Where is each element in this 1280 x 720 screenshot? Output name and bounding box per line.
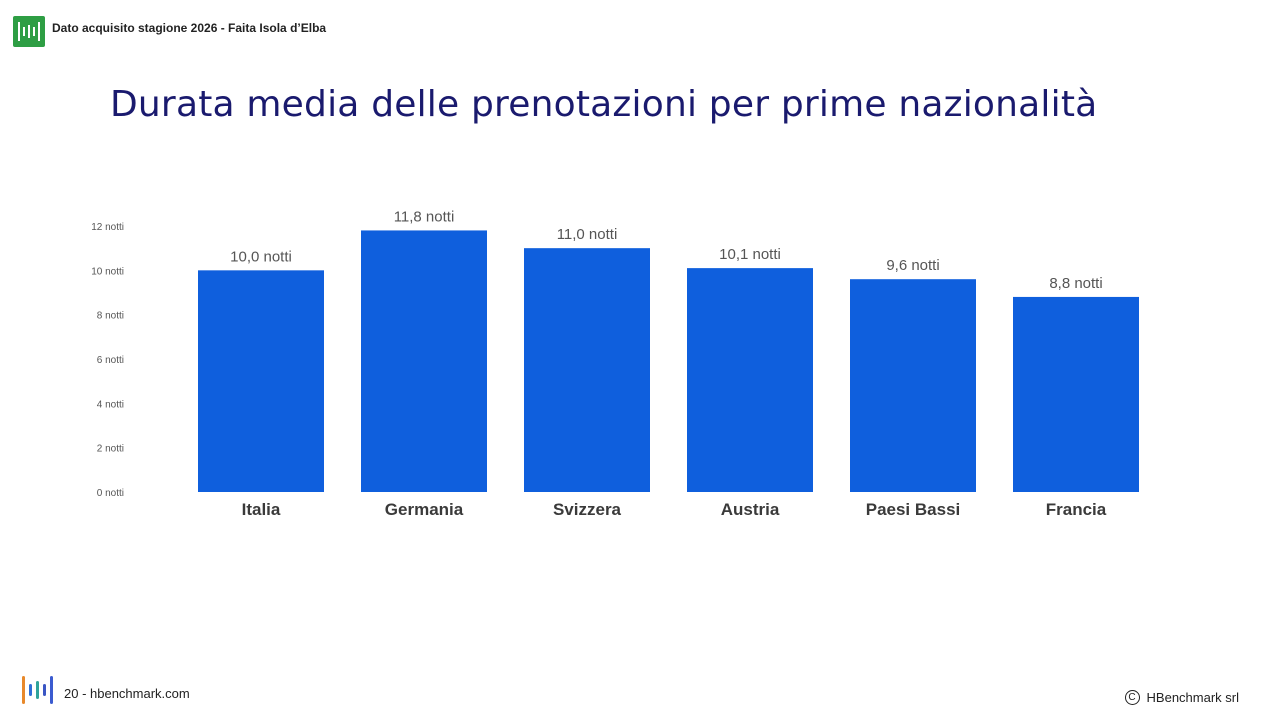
- data-label: 8,8 notti: [1049, 275, 1102, 292]
- bar: [687, 268, 813, 492]
- y-tick-label: 0 notti: [97, 488, 124, 499]
- x-category-label: Austria: [721, 500, 780, 519]
- y-tick-label: 12 notti: [91, 222, 124, 233]
- header-caption: Dato acquisito stagione 2026 - Faita Iso…: [52, 21, 327, 35]
- data-label: 11,0 notti: [557, 226, 618, 243]
- hbenchmark-logo-icon: [20, 674, 56, 711]
- y-tick-label: 2 notti: [97, 444, 124, 455]
- bar: [361, 230, 487, 492]
- page-title: Durata media delle prenotazioni per prim…: [110, 84, 1098, 125]
- data-label: 10,0 notti: [230, 248, 292, 265]
- footer-copyright: C HBenchmark srl: [1124, 690, 1239, 705]
- data-label: 9,6 notti: [886, 257, 939, 274]
- copyright-icon: C: [1124, 690, 1140, 705]
- bar: [524, 248, 650, 492]
- bar: [850, 279, 976, 492]
- footer-company: HBenchmark srl: [1146, 690, 1239, 705]
- y-tick-label: 6 notti: [97, 355, 124, 366]
- data-label: 11,8 notti: [394, 208, 455, 225]
- data-label: 10,1 notti: [719, 246, 781, 263]
- bar: [198, 270, 324, 492]
- x-category-label: Germania: [385, 500, 464, 519]
- x-category-label: Italia: [242, 500, 281, 519]
- footer-page-info: 20 - hbenchmark.com: [64, 686, 190, 701]
- bar: [1013, 296, 1139, 492]
- y-tick-label: 4 notti: [97, 399, 124, 410]
- hbenchmark-logo-icon: [13, 16, 45, 47]
- x-category-label: Francia: [1046, 500, 1107, 519]
- y-tick-label: 10 notti: [91, 266, 124, 277]
- x-category-label: Svizzera: [553, 500, 622, 519]
- y-tick-label: 8 notti: [97, 311, 124, 322]
- x-category-label: Paesi Bassi: [866, 500, 961, 519]
